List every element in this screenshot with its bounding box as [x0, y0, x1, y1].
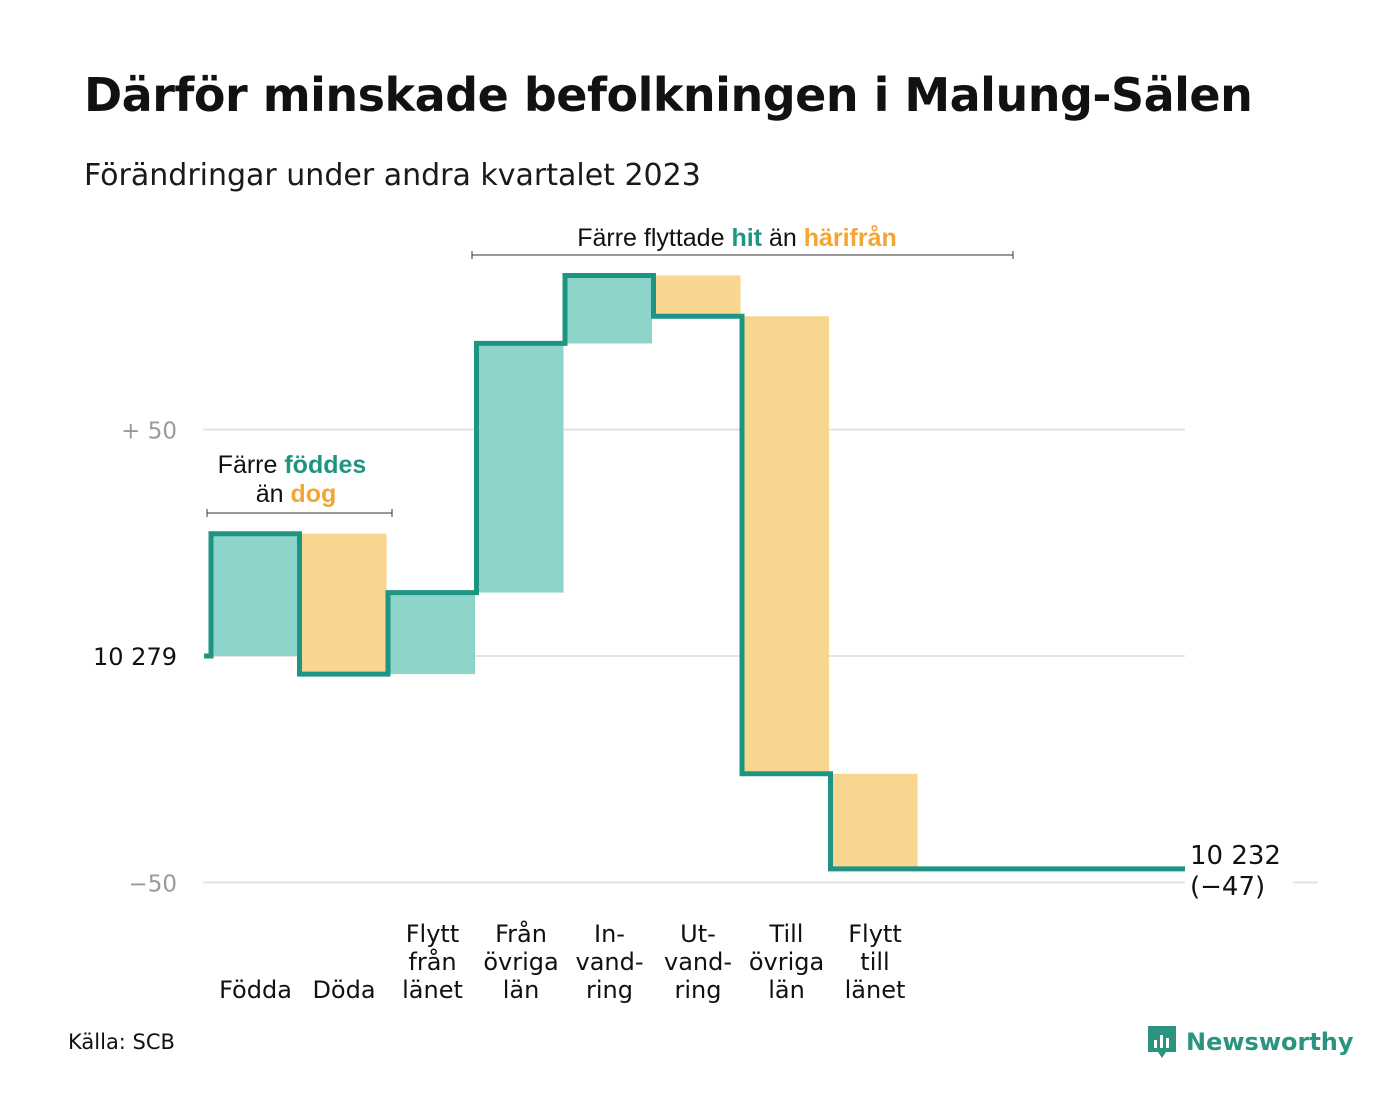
x-tick-label: vand- [575, 948, 643, 976]
y-tick-label: −50 [128, 872, 177, 898]
x-tick-label: Döda [312, 976, 375, 1004]
brand-name: Newsworthy [1186, 1028, 1354, 1056]
annotation-highlight-dog: dog [290, 480, 336, 508]
x-tick-label: från [408, 947, 456, 976]
chart-title: Därför minskade befolkningen i Malung-Sä… [84, 68, 1253, 122]
annotation-bracket [206, 509, 393, 517]
bar-1 [299, 533, 387, 675]
annotation-text: än [762, 224, 804, 252]
x-tick-label: till [860, 948, 889, 976]
x-tick-label: Ut- [680, 920, 716, 948]
bar-6 [742, 316, 829, 774]
x-tick-label: In- [594, 920, 625, 948]
bars [211, 275, 918, 869]
end-change-label: (−47) [1190, 872, 1265, 902]
x-tick-label: Flytt [848, 920, 902, 948]
bar-4 [565, 275, 652, 344]
cumulative-line-path [204, 272, 1185, 872]
x-tick-label: Från [495, 919, 547, 948]
x-tick-label: ring [586, 976, 633, 1004]
x-tick-label: ring [675, 976, 722, 1004]
annotation-bracket [471, 251, 1014, 259]
bar-2 [388, 592, 475, 675]
annotation-highlight-harifran: härifrån [804, 224, 897, 252]
x-tick-label: län [768, 976, 805, 1004]
annotation-migration: Färre flyttade hit än härifrån [471, 224, 1014, 259]
bar-5 [653, 275, 741, 317]
x-tick-label: övriga [483, 948, 558, 976]
annotation-births-deaths-line2: än dog [256, 480, 337, 508]
x-tick-label: länet [402, 976, 463, 1004]
cumulative-line [204, 272, 1185, 872]
bar-7 [830, 773, 918, 869]
source-note: Källa: SCB [68, 1030, 175, 1054]
x-tick-label: Till [769, 920, 804, 948]
x-tick-label: övriga [749, 948, 824, 976]
y-tick-label: 10 279 [93, 643, 177, 671]
end-value-label: 10 232 [1190, 841, 1281, 871]
annotation-births-deaths: Färre föddes än dog [206, 451, 393, 517]
chart-subtitle: Förändringar under andra kvartalet 2023 [84, 158, 701, 193]
brand: Newsworthy [1146, 1024, 1354, 1060]
y-axis-ticks: + 50 10 279 −50 [93, 419, 177, 898]
x-tick-label: vand- [664, 948, 732, 976]
annotation-highlight-hit: hit [731, 224, 762, 252]
annotation-migration-text: Färre flyttade hit än härifrån [577, 224, 897, 252]
bar-0 [211, 533, 298, 656]
annotation-highlight-foddes: föddes [284, 451, 366, 479]
x-tick-label: Födda [219, 976, 292, 1004]
annotation-text: Färre flyttade [577, 224, 731, 252]
x-tick-label: Flytt [406, 920, 460, 948]
x-axis-labels: Födda DödaFlyttfrånlänetFrånövrigalänIn-v… [219, 919, 905, 1004]
x-tick-label: länet [845, 976, 906, 1004]
y-tick-label: + 50 [121, 419, 177, 445]
annotation-text: än [256, 480, 291, 508]
newsworthy-logo-icon [1148, 1026, 1176, 1058]
bar-3 [476, 343, 564, 593]
annotation-births-deaths-line1: Färre föddes [218, 451, 367, 479]
annotation-text: Färre [218, 451, 285, 479]
x-tick-label: län [503, 976, 540, 1004]
